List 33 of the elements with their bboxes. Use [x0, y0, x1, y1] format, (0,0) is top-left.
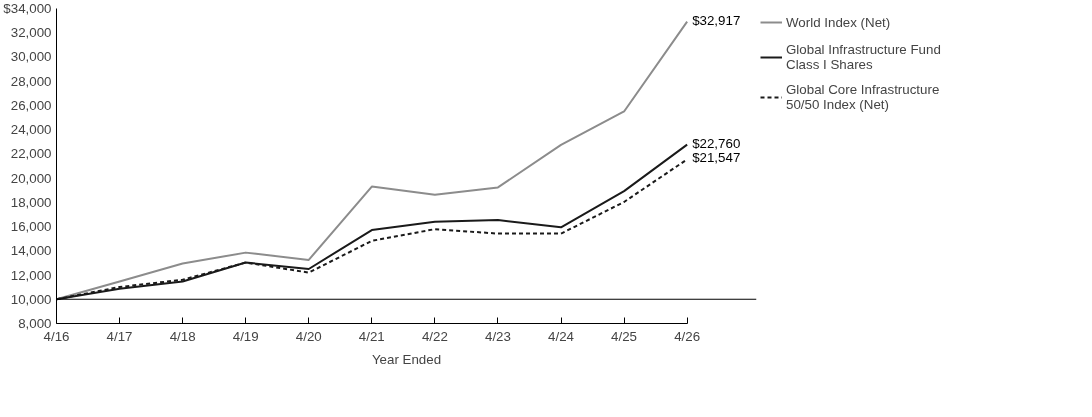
x-tick-label: 4/18 — [169, 328, 196, 344]
y-tick-label: $34,000 — [3, 1, 52, 16]
y-tick-label: 12,000 — [10, 267, 52, 283]
data-label: $32,917 — [692, 12, 741, 28]
x-tick-label: 4/23 — [484, 328, 511, 344]
legend-label: World Index (Net) — [786, 14, 891, 30]
x-tick-label: 4/17 — [106, 328, 133, 344]
x-tick-label: 4/19 — [232, 328, 259, 344]
legend-label: Global Infrastructure Fund Class I Shares — [786, 42, 941, 72]
x-tick-label: 4/21 — [358, 328, 385, 344]
data-label: $22,760 — [692, 135, 741, 151]
y-tick-label: 20,000 — [10, 170, 52, 186]
x-tick-label: 4/24 — [548, 328, 575, 344]
y-tick-label: 14,000 — [10, 243, 52, 259]
line-series — [56, 20, 689, 301]
y-tick-label: 16,000 — [10, 219, 52, 235]
x-axis-title: Year Ended — [371, 351, 442, 367]
x-tick-label: 4/25 — [611, 328, 638, 344]
x-tick-label: 4/26 — [674, 328, 701, 344]
y-tick-label: 28,000 — [10, 73, 52, 89]
legend-label: Global Core Infrastructure 50/50 Index (Net) — [786, 82, 940, 112]
data-label: $21,547 — [692, 150, 741, 166]
y-tick-label: 30,000 — [10, 49, 52, 65]
y-tick-label: 24,000 — [10, 122, 52, 138]
y-tick-label: 18,000 — [10, 194, 52, 210]
y-tick-label: 26,000 — [10, 97, 52, 113]
y-tick-label: 32,000 — [10, 25, 52, 41]
y-tick-label: 8,000 — [18, 316, 52, 331]
x-tick-label: 4/16 — [43, 328, 70, 344]
x-tick-label: 4/22 — [421, 328, 448, 344]
y-tick-label: 10,000 — [10, 291, 52, 307]
x-tick-label: 4/20 — [295, 328, 322, 344]
y-tick-label: 22,000 — [10, 146, 52, 162]
